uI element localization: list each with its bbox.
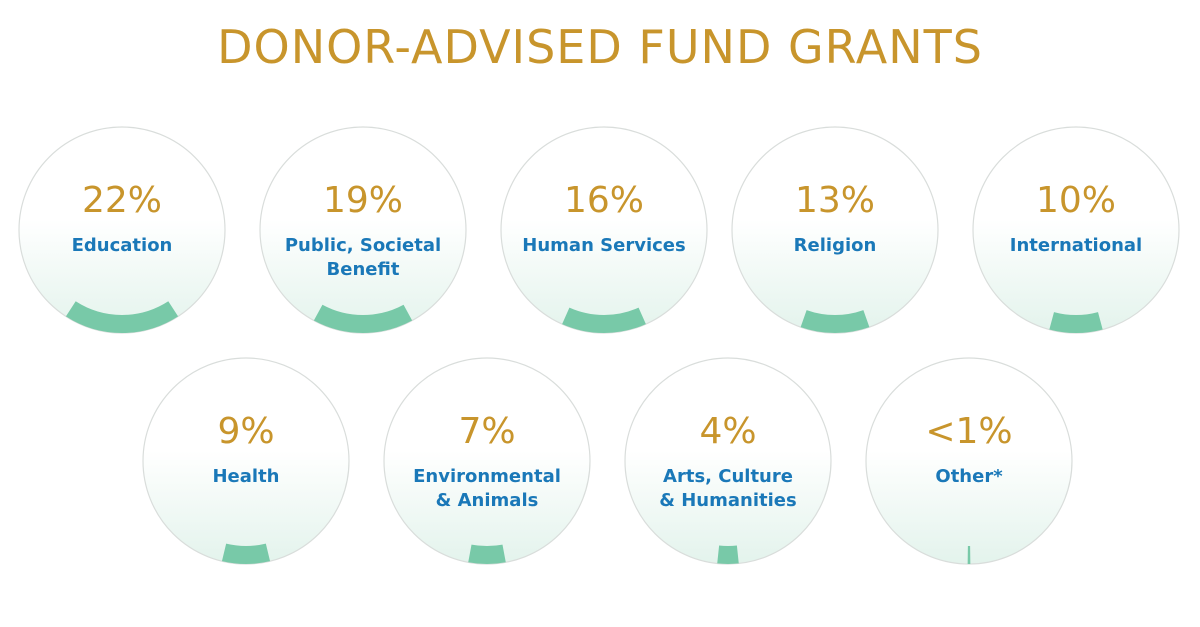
category-label: Health [212, 466, 279, 487]
category-circle: 9% Health [142, 357, 350, 565]
category-label: Arts, Culture [663, 466, 793, 487]
circle-outline [972, 126, 1180, 334]
category-label: & Animals [436, 490, 539, 511]
value-arc [717, 545, 739, 564]
category-label: & Humanities [659, 490, 796, 511]
page-title: DONOR-ADVISED FUND GRANTS [217, 20, 983, 74]
percent-label: 16% [564, 180, 644, 221]
circle-outline [731, 126, 939, 334]
circle-outline [142, 357, 350, 565]
value-arc [562, 307, 646, 333]
category-label: Benefit [327, 259, 400, 280]
category-circle: 16% Human Services [500, 126, 708, 334]
percent-label: 13% [795, 180, 875, 221]
percent-label: 9% [217, 411, 274, 452]
category-label: Human Services [522, 235, 685, 256]
value-arc [468, 544, 506, 564]
category-circle: 4% Arts, Culture & Humanities [624, 357, 832, 565]
circle-outline [259, 126, 467, 334]
category-circle: 7% Environmental & Animals [383, 357, 591, 565]
value-arc [1049, 312, 1103, 333]
percent-label: 10% [1036, 180, 1116, 221]
percent-label: 19% [323, 180, 403, 221]
percent-label: <1% [925, 411, 1012, 452]
category-label: Religion [794, 235, 877, 256]
category-label: Environmental [413, 466, 561, 487]
circle-outline [18, 126, 226, 334]
circle-outline [500, 126, 708, 334]
category-label: Education [72, 235, 173, 256]
category-circle: 22% Education [18, 126, 226, 334]
value-arc [65, 301, 179, 333]
value-arc [221, 543, 271, 564]
value-arc [800, 310, 870, 333]
circle-outline [383, 357, 591, 565]
category-circle: 13% Religion [731, 126, 939, 334]
category-label: Public, Societal [285, 235, 441, 256]
percent-label: 22% [82, 180, 162, 221]
category-circle: 19% Public, Societal Benefit [259, 126, 467, 334]
category-circle: 10% International [972, 126, 1180, 334]
category-label: Other* [935, 466, 1003, 487]
circle-outline [865, 357, 1073, 565]
category-circle: <1% Other* [865, 357, 1073, 565]
percent-label: 4% [699, 411, 756, 452]
value-arc [313, 304, 413, 333]
percent-label: 7% [458, 411, 515, 452]
circle-outline [624, 357, 832, 565]
category-label: International [1010, 235, 1142, 256]
